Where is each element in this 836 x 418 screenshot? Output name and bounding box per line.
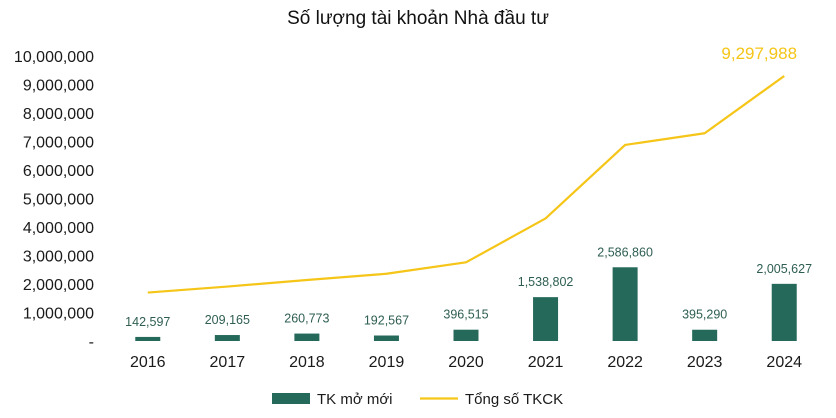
y-tick-label: 3,000,000 — [23, 249, 94, 266]
bar — [453, 329, 479, 341]
y-tick-label: 2,000,000 — [23, 277, 94, 294]
y-tick-label: 8,000,000 — [23, 106, 94, 123]
y-tick-label: 6,000,000 — [23, 163, 94, 180]
legend-bar-swatch — [272, 393, 310, 404]
bar — [214, 335, 240, 341]
line-data-label: 9,297,988 — [721, 44, 797, 63]
x-tick-label: 2020 — [448, 354, 484, 371]
line-series — [147, 75, 785, 294]
bar — [612, 267, 638, 341]
y-tick-label: 4,000,000 — [23, 220, 94, 237]
bar-data-label: 1,538,802 — [518, 275, 574, 289]
bar-data-label: 209,165 — [205, 313, 250, 327]
x-tick-label: 2023 — [687, 354, 723, 371]
bar — [135, 336, 161, 341]
bar — [771, 283, 797, 341]
y-tick-label: 9,000,000 — [23, 78, 94, 95]
legend-label: TK mở mới — [317, 391, 393, 408]
y-tick-label: 10,000,000 — [14, 49, 94, 66]
bar-data-label: 2,005,627 — [756, 262, 812, 276]
y-tick-label: - — [89, 334, 94, 351]
bar-data-label: 142,597 — [125, 315, 170, 329]
y-tick-label: 7,000,000 — [23, 135, 94, 152]
x-tick-label: 2024 — [766, 354, 802, 371]
legend-label: Tổng số TKCK — [465, 391, 563, 408]
bar — [373, 335, 399, 341]
bar — [533, 297, 559, 341]
x-tick-label: 2018 — [289, 354, 325, 371]
x-tick-label: 2016 — [130, 354, 166, 371]
y-tick-label: 5,000,000 — [23, 192, 94, 209]
y-tick-label: 1,000,000 — [23, 306, 94, 323]
bar-data-label: 2,586,860 — [597, 245, 653, 259]
bar-data-label: 192,567 — [364, 314, 409, 328]
x-tick-label: 2021 — [528, 354, 564, 371]
x-tick-label: 2017 — [210, 354, 246, 371]
bar-data-label: 260,773 — [284, 312, 329, 326]
x-tick-label: 2022 — [607, 354, 643, 371]
x-tick-label: 2019 — [369, 354, 405, 371]
chart-title: Số lượng tài khoản Nhà đầu tư — [287, 8, 549, 29]
bar — [692, 329, 718, 341]
bar — [294, 333, 320, 341]
bar-data-label: 396,515 — [443, 308, 488, 322]
bar-data-label: 395,290 — [682, 308, 727, 322]
